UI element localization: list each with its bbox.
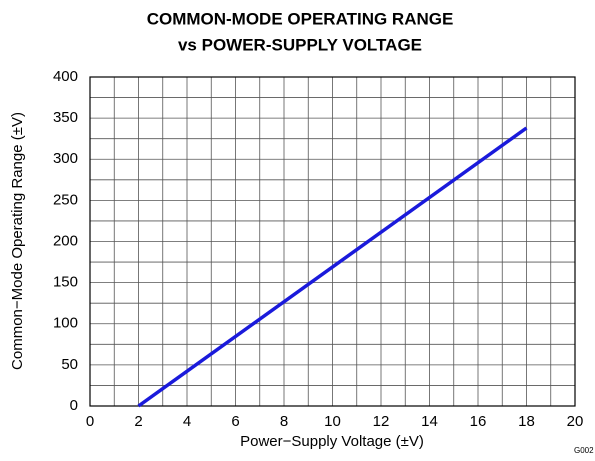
chart-title: vs POWER-SUPPLY VOLTAGE: [178, 35, 422, 54]
x-tick-label: 0: [86, 413, 94, 430]
y-tick-label: 300: [53, 150, 78, 167]
x-tick-label: 10: [324, 413, 341, 430]
x-axis-label: Power−Supply Voltage (±V): [240, 433, 424, 450]
x-tick-label: 18: [518, 413, 535, 430]
y-tick-label: 350: [53, 109, 78, 126]
x-tick-label: 2: [134, 413, 142, 430]
x-tick-label: 20: [567, 413, 584, 430]
figure-code: G002: [574, 446, 594, 455]
x-tick-label: 8: [280, 413, 288, 430]
x-tick-label: 4: [183, 413, 191, 430]
y-tick-label: 150: [53, 274, 78, 291]
y-tick-label: 50: [61, 356, 78, 373]
y-tick-label: 400: [53, 68, 78, 85]
y-tick-label: 200: [53, 232, 78, 249]
y-axis-label: Common−Mode Operating Range (±V): [9, 112, 26, 370]
x-tick-label: 12: [373, 413, 390, 430]
x-tick-label: 6: [231, 413, 239, 430]
y-tick-label: 250: [53, 191, 78, 208]
x-tick-label: 16: [470, 413, 487, 430]
data-line: [137, 126, 528, 408]
x-tick-label: 14: [421, 413, 438, 430]
chart-title: COMMON-MODE OPERATING RANGE: [147, 9, 454, 28]
y-tick-label: 0: [70, 397, 78, 414]
y-tick-label: 100: [53, 315, 78, 332]
plot-frame: [89, 76, 576, 407]
